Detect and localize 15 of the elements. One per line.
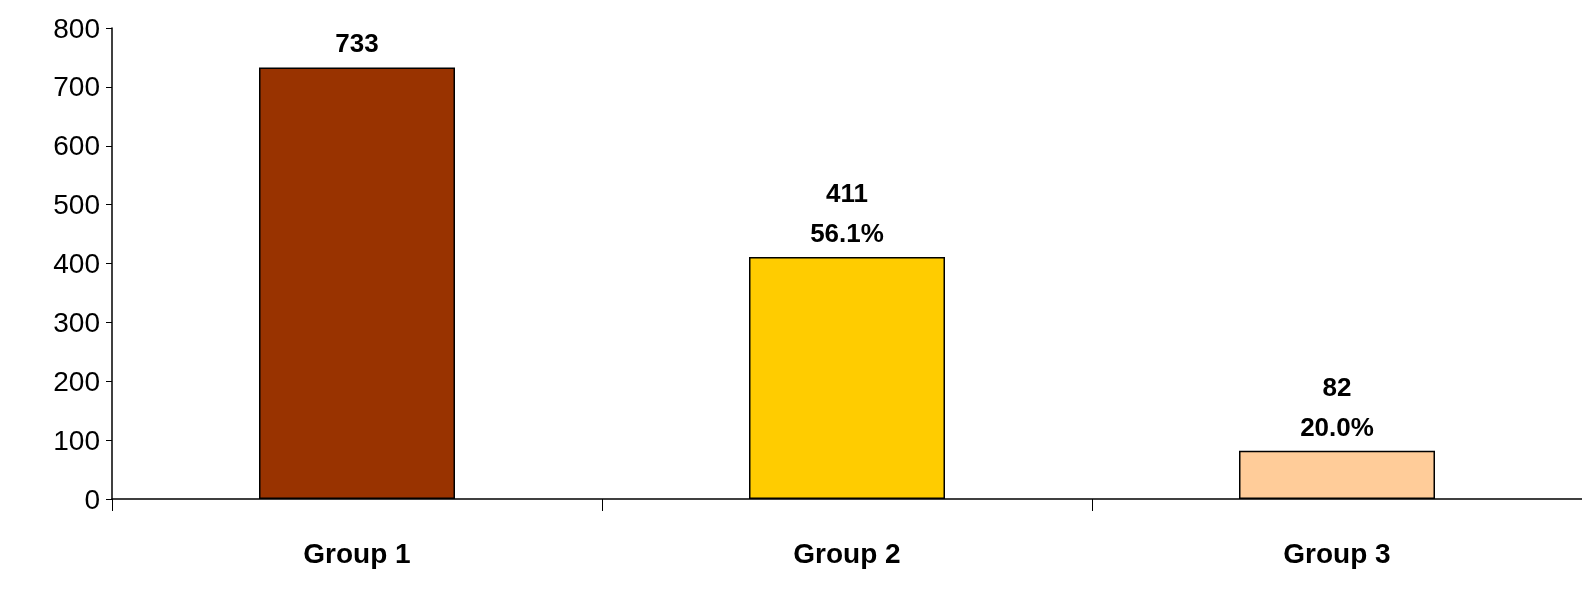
y-tick-label: 800 bbox=[53, 12, 100, 44]
y-tick-label: 700 bbox=[53, 71, 100, 103]
y-tick-label: 100 bbox=[53, 424, 100, 456]
data-label: 733 bbox=[335, 28, 379, 59]
data-label: 411 56.1% bbox=[810, 178, 884, 249]
x-tick-label: Group 1 bbox=[303, 537, 411, 569]
y-tick-label: 0 bbox=[84, 483, 100, 515]
data-label: 82 20.0% bbox=[1300, 371, 1374, 442]
y-tick-label: 300 bbox=[53, 306, 100, 338]
x-tick-label: Group 2 bbox=[793, 537, 901, 569]
y-tick-label: 600 bbox=[53, 130, 100, 162]
x-tick-label: Group 3 bbox=[1283, 537, 1391, 569]
y-tick-label: 500 bbox=[53, 189, 100, 221]
y-tick-label: 400 bbox=[53, 248, 100, 279]
y-tick-label: 200 bbox=[53, 365, 100, 397]
